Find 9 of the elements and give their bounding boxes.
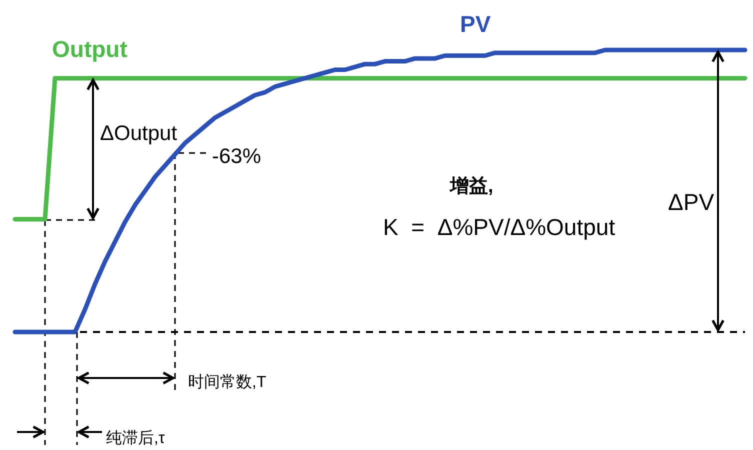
series-label: PV <box>460 11 492 37</box>
text: 纯滞后,τ <box>106 429 166 447</box>
series-label: Output <box>52 36 128 62</box>
annotation: -63% <box>212 145 262 168</box>
annotation: K = Δ%PV/Δ%Output <box>383 214 616 240</box>
annotation: 增益, <box>449 175 494 197</box>
annotation: ΔOutput <box>100 122 178 145</box>
annotation: ΔPV <box>668 189 715 215</box>
text: 时间常数,T <box>188 373 266 391</box>
